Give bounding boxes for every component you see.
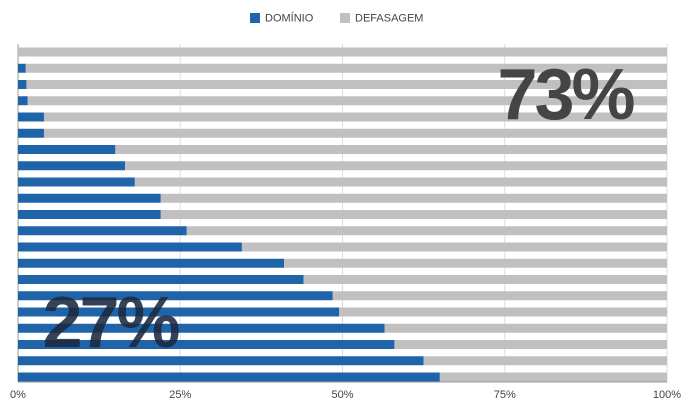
bar-segment: [43, 112, 667, 122]
legend-swatch: [250, 13, 260, 23]
bar-segment: [18, 226, 187, 236]
bar-segment: [18, 372, 440, 382]
x-tick-label: 50%: [331, 389, 353, 401]
x-tick-label: 0%: [10, 389, 26, 401]
bar-segment: [18, 80, 27, 89]
legend-label: DEFASAGEM: [355, 12, 423, 24]
bar-segment: [18, 323, 385, 333]
annotation: 27%: [42, 283, 179, 363]
bar-segment: [25, 63, 667, 73]
bar-segment: [339, 307, 667, 317]
annotation: 73%: [497, 55, 634, 135]
bar-segment: [125, 161, 667, 171]
bar-segment: [18, 112, 44, 122]
bar-segment: [18, 258, 285, 268]
bar-segment: [18, 96, 28, 106]
legend-label: DOMÍNIO: [265, 11, 314, 24]
bar-segment: [160, 210, 667, 219]
bar-segment: [18, 356, 424, 366]
bar-segment: [303, 275, 667, 284]
bar-segment: [18, 307, 340, 317]
bar-segment: [332, 291, 667, 301]
bar-segment: [284, 258, 667, 268]
bar-segment: [186, 226, 668, 236]
bar-segment: [384, 323, 667, 333]
bar-segment: [18, 47, 667, 57]
bar-segment: [18, 242, 242, 252]
bar-segment: [18, 161, 126, 171]
bar-segment: [18, 128, 44, 138]
bar-segment: [241, 242, 667, 252]
legend-swatch: [340, 13, 350, 23]
bar-segment: [160, 193, 667, 203]
x-tick-label: 75%: [494, 389, 516, 401]
bar-segment: [439, 372, 667, 382]
bar-segment: [18, 193, 161, 203]
x-tick-label: 25%: [169, 389, 191, 401]
bar-segment: [18, 63, 26, 73]
bar-segment: [134, 177, 667, 187]
bar-segment: [18, 275, 304, 284]
bar-segment: [18, 145, 116, 154]
x-tick-label: 100%: [653, 389, 681, 401]
bar-segment: [423, 356, 667, 366]
bar-segment: [394, 340, 667, 349]
bar-segment: [18, 291, 333, 301]
bar-segment: [27, 96, 668, 106]
bar-segment: [18, 340, 395, 349]
bar-segment: [26, 80, 667, 89]
bar-segment: [18, 210, 161, 219]
bar-segment: [115, 145, 668, 154]
bar-segment: [43, 128, 667, 138]
bar-segment: [18, 177, 135, 187]
